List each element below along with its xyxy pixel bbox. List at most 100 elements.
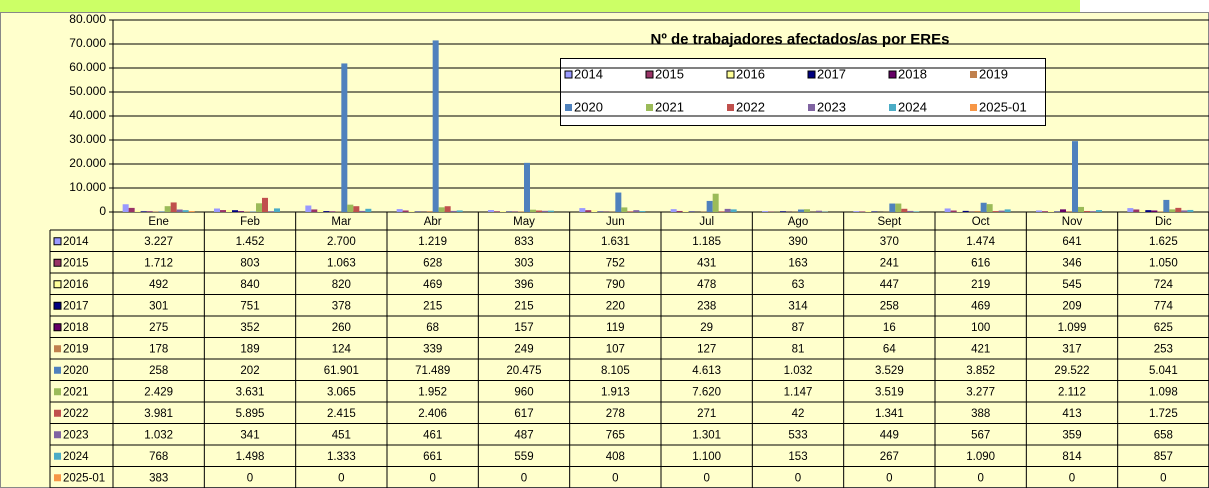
legend-label: 2025-01: [979, 99, 1027, 114]
table-value: 388: [971, 408, 990, 420]
table-value: 4.613: [692, 365, 721, 377]
bar: [712, 193, 719, 212]
table-value: 421: [971, 343, 990, 355]
bar: [1187, 209, 1194, 212]
bar: [1169, 209, 1176, 212]
table-value: 7.620: [692, 386, 721, 398]
bar: [456, 210, 463, 212]
table-value: 0: [521, 472, 527, 484]
bar: [444, 206, 451, 212]
legend-label: 2016: [736, 66, 765, 81]
table-value: 1.474: [966, 236, 995, 248]
legend-label: 2018: [898, 66, 927, 81]
bar: [488, 210, 494, 212]
bar: [621, 207, 628, 212]
table-value: 241: [880, 257, 899, 269]
bar: [1004, 209, 1011, 212]
table-value: 545: [1062, 279, 1081, 291]
table-value: 1.498: [236, 451, 265, 463]
table-value: 408: [606, 451, 625, 463]
bar: [1072, 141, 1078, 212]
table-key: [54, 409, 61, 417]
table-key: [53, 280, 62, 289]
table-value: 3.519: [875, 386, 904, 398]
bar: [706, 200, 713, 212]
table-value: 1.147: [784, 386, 813, 398]
table-value: 616: [971, 257, 990, 269]
table-header: Ene: [148, 216, 168, 228]
bar: [170, 202, 177, 212]
table-value: 1.725: [1149, 408, 1178, 420]
table-key: [54, 452, 61, 460]
table-value: 0: [977, 472, 983, 484]
table-value: 628: [423, 257, 442, 269]
bar: [1175, 207, 1182, 212]
bar: [256, 203, 262, 212]
legend-swatch: [565, 104, 572, 111]
table-header: Sept: [877, 216, 901, 228]
bar: [329, 211, 336, 212]
bar: [615, 192, 622, 212]
table-value: 765: [606, 429, 625, 441]
table-key: [54, 474, 61, 482]
table-value: 0: [612, 472, 618, 484]
bar: [992, 211, 999, 212]
table-value: 0: [1069, 472, 1075, 484]
table-value: 0: [429, 472, 435, 484]
table-value: 1.219: [418, 236, 447, 248]
bar: [323, 211, 330, 212]
table-value: 625: [1154, 322, 1173, 334]
table-value: 413: [1062, 408, 1081, 420]
table-value: 1.185: [692, 236, 721, 248]
legend-swatch: [807, 70, 816, 79]
table-value: 153: [788, 451, 807, 463]
table-value: 1.913: [601, 386, 630, 398]
table-value: 0: [703, 472, 709, 484]
bar: [530, 209, 536, 212]
bar: [597, 211, 604, 212]
bar: [986, 204, 993, 212]
table-value: 370: [880, 236, 899, 248]
y-tick-label: 10.000: [69, 180, 106, 194]
table-value: 0: [247, 472, 253, 484]
table-value: 339: [423, 343, 442, 355]
table-value: 1.712: [144, 257, 173, 269]
bar: [365, 208, 372, 212]
table-value: 1.090: [966, 451, 995, 463]
table-value: 3.981: [144, 408, 173, 420]
table-value: 449: [880, 429, 899, 441]
table-value: 2.415: [327, 408, 356, 420]
bar: [780, 211, 786, 212]
bar: [396, 209, 403, 212]
table-row-label: 2019: [63, 343, 89, 355]
table-value: 833: [514, 236, 533, 248]
table-value: 390: [788, 236, 807, 248]
bar: [317, 210, 324, 212]
bar: [134, 210, 141, 212]
table-value: 724: [1154, 279, 1174, 291]
table-value: 1.032: [784, 365, 813, 377]
bar: [670, 209, 677, 212]
y-tick-label: 70.000: [69, 36, 106, 50]
bar: [633, 210, 640, 212]
bar: [579, 208, 586, 212]
bar: [536, 210, 542, 212]
table-row-label: 2023: [63, 429, 89, 441]
bar: [402, 210, 409, 212]
bar: [1163, 199, 1170, 212]
bar: [901, 208, 908, 212]
table-value: 641: [1062, 236, 1081, 248]
table-value: 317: [1062, 343, 1081, 355]
bar: [1133, 209, 1140, 212]
table-value: 803: [240, 257, 259, 269]
table-value: 1.333: [327, 451, 356, 463]
bar: [1151, 210, 1158, 212]
bar: [1036, 210, 1042, 212]
bar: [998, 210, 1005, 212]
table-value: 341: [240, 429, 259, 441]
legend-swatch: [889, 104, 896, 111]
bar: [122, 204, 129, 212]
table-header: Ago: [788, 216, 808, 228]
table-value: 303: [514, 257, 533, 269]
bar: [889, 203, 896, 212]
